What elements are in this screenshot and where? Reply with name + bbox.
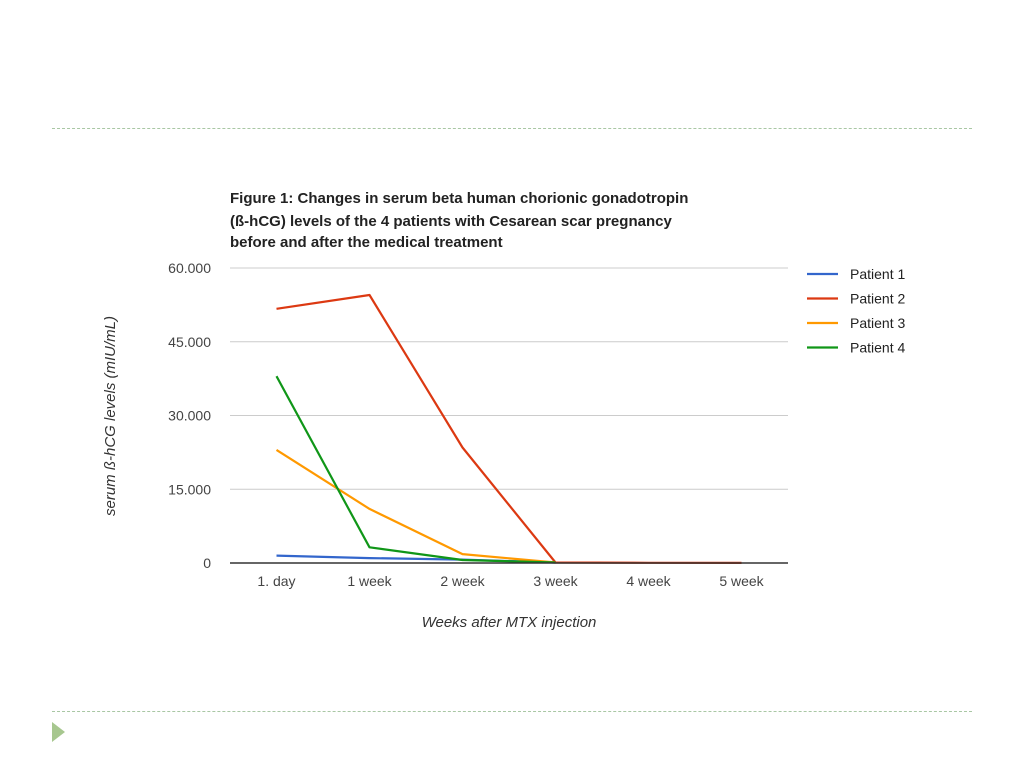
y-tick-label: 30.000 xyxy=(168,408,211,424)
legend-label: Patient 4 xyxy=(850,340,905,356)
y-axis-title: serum ß-hCG levels (mIU/mL) xyxy=(102,316,119,516)
x-tick-label: 1 week xyxy=(347,573,392,589)
legend: Patient 1 Patient 2 Patient 3 Patient 4 xyxy=(807,266,905,356)
chart-title-line-1: Figure 1: Changes in serum beta human ch… xyxy=(230,190,688,207)
top-divider xyxy=(52,128,972,129)
legend-label: Patient 1 xyxy=(850,266,905,282)
y-tick-label: 45.000 xyxy=(168,334,211,350)
series-line-4 xyxy=(275,375,556,564)
legend-label: Patient 2 xyxy=(850,291,905,307)
y-tick-label: 60.000 xyxy=(168,260,211,276)
bottom-divider xyxy=(52,711,972,712)
y-tick-label: 0 xyxy=(203,555,211,571)
x-tick-label: 1. day xyxy=(257,573,295,589)
gridlines xyxy=(230,267,788,490)
x-tick-label: 4 week xyxy=(626,573,671,589)
y-axis-ticks: 0 15.000 30.000 45.000 60.000 xyxy=(168,260,211,571)
chart-title-line-3: before and after the medical treatment xyxy=(230,234,503,251)
x-axis-title: Weeks after MTX injection xyxy=(422,614,597,631)
x-axis-ticks: 1. day 1 week 2 week 3 week 4 week 5 week xyxy=(257,573,764,589)
series-line-2 xyxy=(276,293,742,565)
x-tick-label: 5 week xyxy=(719,573,764,589)
slide-bullet-icon xyxy=(52,722,65,742)
x-tick-label: 2 week xyxy=(440,573,485,589)
series-lines xyxy=(275,293,742,565)
chart-title-line-2: (ß-hCG) levels of the 4 patients with Ce… xyxy=(230,213,672,230)
legend-label: Patient 3 xyxy=(850,315,905,331)
series-line-3 xyxy=(275,448,556,564)
chart-title: Figure 1: Changes in serum beta human ch… xyxy=(230,190,688,251)
y-tick-label: 15.000 xyxy=(168,481,211,497)
x-tick-label: 3 week xyxy=(533,573,578,589)
